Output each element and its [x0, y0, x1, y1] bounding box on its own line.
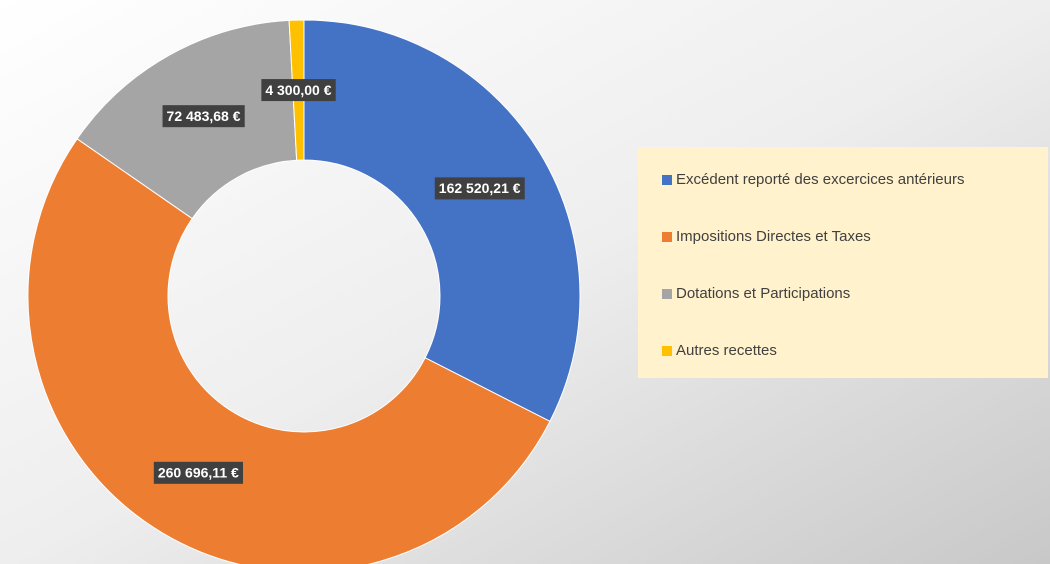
legend-marker — [662, 289, 672, 299]
slice — [27, 138, 551, 564]
legend-marker — [662, 346, 672, 356]
slice — [303, 19, 581, 423]
data-label-box — [162, 105, 245, 128]
data-label: 72 483,68 € — [167, 108, 241, 124]
data-label: 162 520,21 € — [439, 180, 521, 196]
legend-label: Excédent reporté des excercices antérieu… — [676, 171, 964, 188]
data-label-box — [153, 461, 244, 484]
legend-box — [638, 147, 1048, 378]
legend-label: Dotations et Participations — [676, 285, 850, 302]
data-labels: 162 520,21 € 260 696,11 € 72 483,68 € 4 300… — [153, 79, 525, 484]
data-label-box — [434, 177, 525, 200]
data-label: 4 300,00 € — [265, 82, 331, 98]
legend-marker — [662, 175, 672, 185]
legend-label: Impositions Directes et Taxes — [676, 228, 871, 245]
legend: Excédent reporté des excercices antérieu… — [662, 171, 964, 359]
slices — [27, 19, 581, 564]
data-label: 260 696,11 € — [158, 465, 239, 481]
legend-label: Autres recettes — [676, 342, 777, 359]
data-label-box — [261, 79, 336, 102]
legend-marker — [662, 232, 672, 242]
